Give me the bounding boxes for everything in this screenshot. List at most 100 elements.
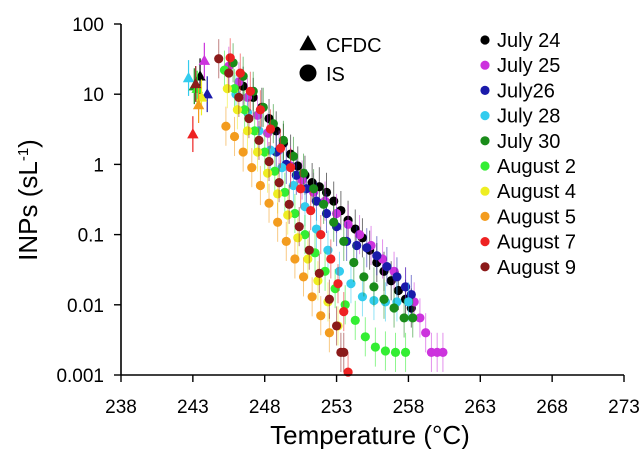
is-point — [331, 321, 342, 331]
x-axis-title: Temperature (°C) — [270, 420, 470, 449]
is-point — [372, 251, 382, 261]
series-5 — [191, 50, 411, 372]
legend-swatch — [480, 186, 490, 196]
cfdc-point — [182, 72, 195, 83]
is-point — [389, 303, 399, 313]
x-tick-label: 243 — [177, 397, 209, 418]
is-point — [229, 84, 240, 94]
is-point — [408, 313, 418, 323]
is-point — [235, 68, 245, 78]
is-point — [316, 230, 326, 240]
x-tick-label: 268 — [536, 397, 568, 418]
is-point — [308, 184, 319, 194]
is-point — [252, 147, 263, 157]
is-point — [339, 307, 349, 317]
is-point — [262, 168, 273, 178]
y-axis-title-close: ) — [13, 139, 43, 148]
is-point — [294, 222, 304, 232]
is-point — [307, 292, 317, 302]
legend-entry: July 24 — [497, 30, 560, 52]
legend-swatch — [480, 111, 490, 121]
is-point — [379, 294, 389, 304]
is-point — [273, 189, 283, 199]
is-point — [290, 208, 300, 219]
series-9 — [190, 39, 349, 372]
is-point — [357, 292, 368, 302]
is-point — [326, 254, 336, 264]
series-legend: July 24 July 25 July26 July 28 July 30 August… — [480, 30, 576, 279]
legend-swatch — [480, 161, 490, 171]
x-tick-label: 253 — [321, 397, 353, 418]
is-point — [359, 272, 369, 282]
legend-entry: July26 — [497, 80, 555, 102]
is-point — [255, 105, 266, 115]
marker-legend-label: CFDC — [326, 35, 382, 57]
is-point — [382, 262, 392, 272]
is-point — [311, 196, 322, 206]
is-point — [324, 328, 334, 338]
legend-entry: July 25 — [497, 55, 560, 77]
is-point — [277, 163, 287, 173]
is-point — [245, 86, 255, 96]
is-point — [438, 347, 448, 357]
is-point — [421, 328, 431, 338]
is-point — [303, 254, 313, 264]
legend-entry: August 2 — [497, 156, 576, 178]
is-point — [339, 236, 349, 247]
is-point — [346, 279, 356, 289]
x-tick-label: 238 — [105, 397, 137, 418]
is-point — [321, 208, 332, 219]
cfdc-point — [201, 88, 213, 99]
is-point — [298, 272, 309, 282]
axes — [120, 24, 624, 376]
legend-swatch — [480, 35, 490, 45]
cfdc-point — [187, 128, 199, 139]
is-point — [278, 135, 288, 145]
x-tick-label: 248 — [249, 397, 281, 418]
is-point — [273, 217, 283, 227]
is-point — [265, 124, 276, 134]
legend-swatch — [480, 85, 490, 95]
legend-entry: August 5 — [497, 206, 576, 228]
is-point — [399, 313, 409, 323]
is-point — [349, 257, 359, 268]
is-point — [238, 147, 248, 157]
is-point — [350, 315, 360, 325]
is-point — [232, 105, 243, 115]
legend-swatch — [480, 60, 490, 70]
is-point — [369, 282, 379, 292]
is-point — [323, 245, 333, 255]
y-tick-label: 10 — [83, 85, 104, 106]
is-point — [275, 143, 286, 153]
is-point — [406, 289, 416, 300]
y-axis-title-sup: -1 — [15, 148, 32, 161]
legend-entry: July 28 — [497, 106, 560, 128]
is-point — [284, 199, 294, 209]
is-point — [291, 170, 301, 180]
is-point — [354, 230, 365, 240]
legend-swatch — [480, 262, 490, 272]
is-point — [255, 180, 266, 191]
is-point — [288, 180, 299, 191]
is-point — [293, 233, 303, 243]
is-point — [329, 196, 339, 206]
y-axis-ticks: 0.001 0.01 0.1 1 10 100 — [56, 15, 121, 387]
is-point — [298, 168, 309, 178]
is-point — [274, 178, 284, 188]
is-point — [222, 84, 232, 94]
is-point — [288, 151, 299, 162]
y-axis-title-main: INPs (sL — [13, 161, 43, 261]
is-point — [239, 105, 250, 115]
is-point — [343, 219, 353, 229]
is-point — [247, 163, 257, 173]
marker-legend-label: IS — [326, 64, 345, 86]
x-tick-label: 273 — [608, 397, 640, 418]
is-point — [244, 113, 254, 124]
cfdc-point — [190, 77, 202, 89]
is-point — [324, 294, 334, 304]
is-point — [270, 166, 280, 176]
is-point — [360, 332, 370, 342]
is-point — [296, 184, 306, 194]
legend-entry: July 30 — [497, 131, 560, 153]
